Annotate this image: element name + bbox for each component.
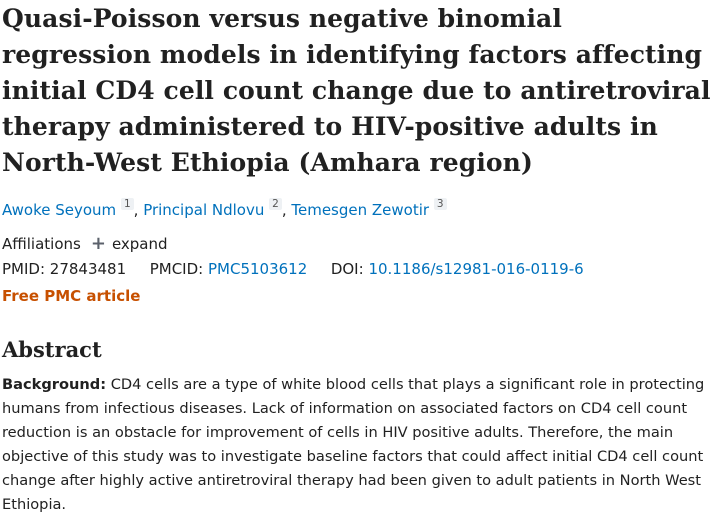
author-separator: ,	[133, 201, 144, 219]
author-link[interactable]: Principal Ndlovu	[143, 201, 265, 219]
author-link[interactable]: Temesgen Zewotir	[291, 201, 430, 219]
pmcid-label: PMCID:	[149, 260, 204, 278]
pmid-value: 27843481	[49, 260, 127, 278]
affiliation-sup[interactable]: 3	[433, 198, 447, 210]
plus-icon: +	[90, 232, 106, 254]
author-separator: ,	[281, 201, 292, 219]
affiliation-sup[interactable]: 2	[269, 198, 282, 210]
affiliations-label: Affiliations	[2, 235, 81, 253]
abstract-heading: Abstract	[2, 337, 102, 362]
pmid-label: PMID:	[2, 260, 46, 278]
abstract-background: Background: CD4 cells are a type of whit…	[2, 373, 716, 517]
background-label: Background:	[2, 376, 107, 393]
expand-affiliations-button[interactable]: + expand	[90, 232, 168, 255]
free-pmc-article-badge: Free PMC article	[2, 287, 141, 305]
expand-label: expand	[111, 235, 168, 253]
doi-label: DOI:	[330, 260, 364, 278]
affiliation-sup[interactable]: 1	[120, 198, 134, 210]
article-title: Quasi-Poisson versus negative binomial r…	[2, 4, 711, 177]
doi-link[interactable]: 10.1186/s12981-016-0119-6	[368, 260, 584, 278]
author-link[interactable]: Awoke Seyoum	[2, 201, 117, 219]
background-text: CD4 cells are a type of white blood cell…	[2, 376, 705, 513]
pmcid-link[interactable]: PMC5103612	[208, 260, 308, 278]
identifiers-row: PMID: 27843481 PMCID: PMC5103612 DOI: 10…	[2, 260, 716, 282]
affiliations-row: Affiliations + expand	[2, 233, 716, 255]
author-list: Awoke Seyoum 1, Principal Ndlovu 2, Teme…	[2, 198, 716, 225]
